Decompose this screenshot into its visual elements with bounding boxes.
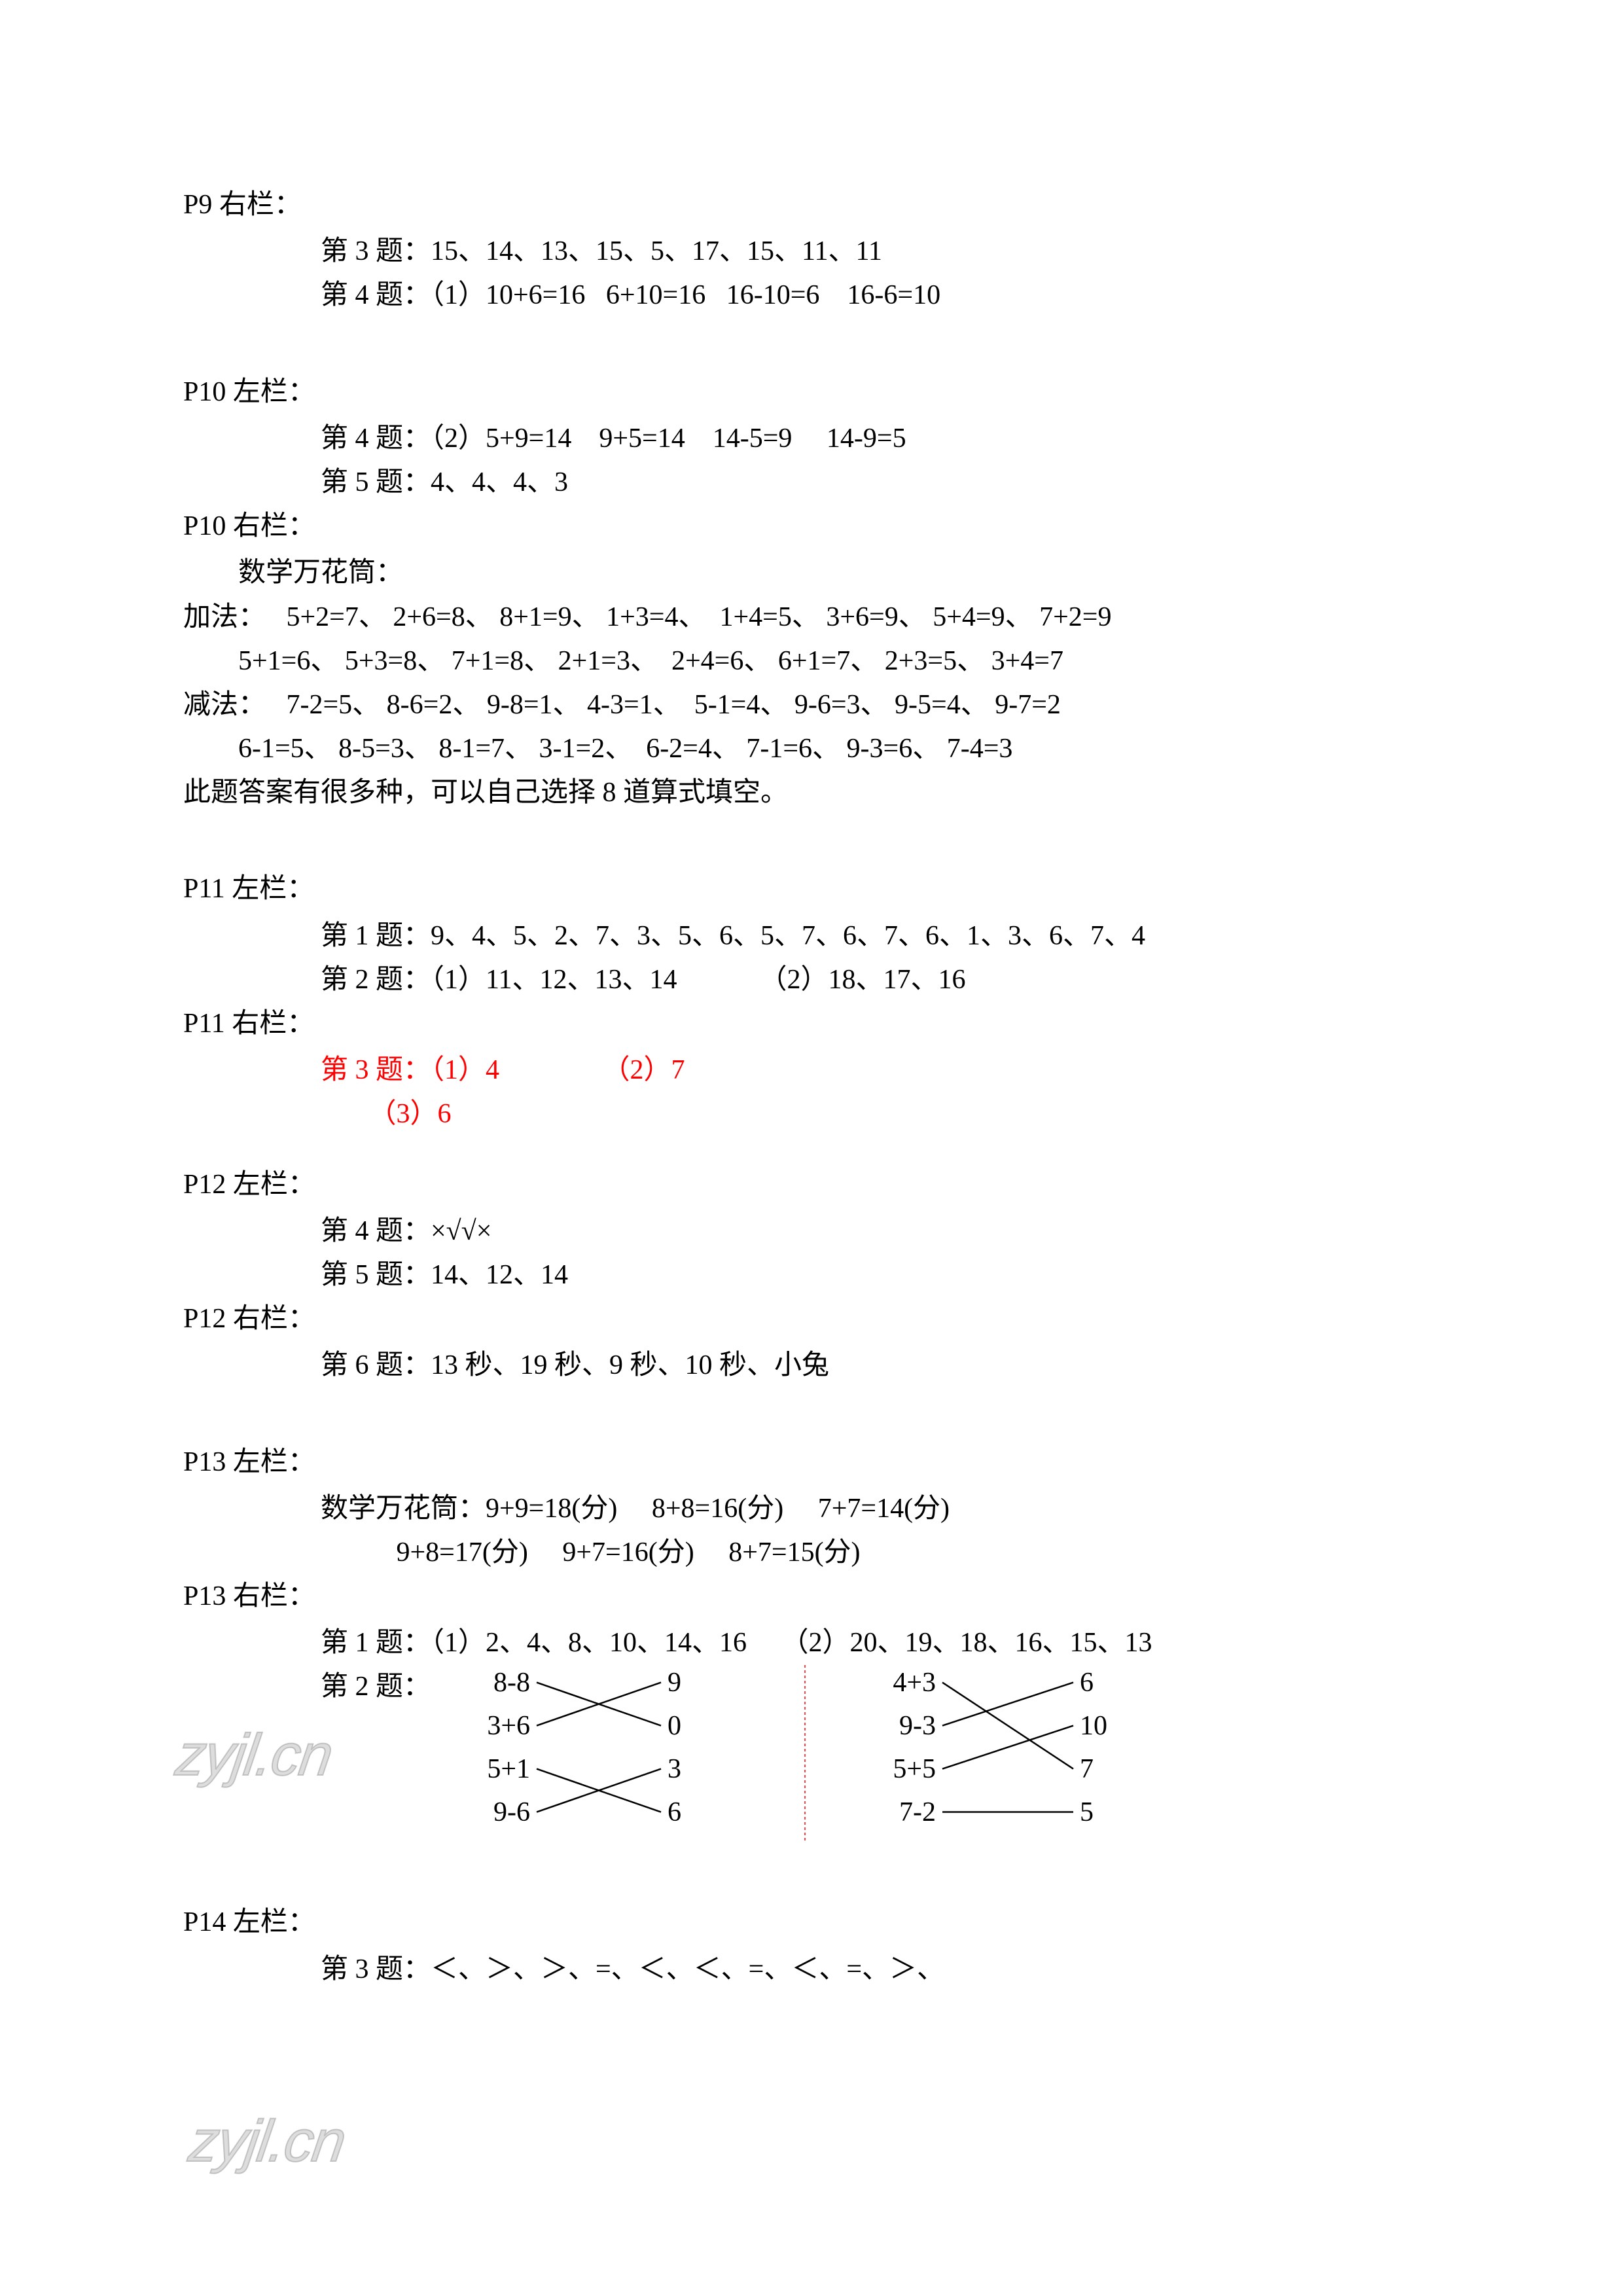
svg-text:0: 0	[668, 1711, 681, 1741]
p13r-q2-label: 第 2 题：	[321, 1665, 452, 1709]
svg-text:9: 9	[668, 1668, 681, 1698]
svg-text:7-2: 7-2	[899, 1797, 936, 1827]
p12l-q4: 第 4 题：×√√×	[183, 1210, 1440, 1253]
p11l-q2: 第 2 题：（1）11、12、13、14 （2）18、17、16	[183, 958, 1440, 1002]
p11-section: P11 左栏： 第 1 题：9、4、5、2、7、3、5、6、5、7、6、7、6、…	[183, 867, 1440, 1136]
svg-text:5+5: 5+5	[893, 1754, 936, 1784]
p12r-q6: 第 6 题：13 秒、19 秒、9 秒、10 秒、小兔	[183, 1344, 1440, 1388]
p14-section: P14 左栏： 第 3 题：＜、＞、＞、=、＜、＜、=、＜、=、＞、	[183, 1901, 1440, 1991]
p11l-q1: 第 1 题：9、4、5、2、7、3、5、6、5、7、6、7、6、1、3、6、7、…	[183, 914, 1440, 958]
svg-text:9-6: 9-6	[493, 1797, 530, 1827]
svg-text:9-3: 9-3	[899, 1711, 936, 1741]
svg-text:6: 6	[1080, 1668, 1094, 1698]
svg-text:5+1: 5+1	[487, 1754, 530, 1784]
p13r-title: P13 右栏：	[183, 1575, 1440, 1619]
p12l-title: P12 左栏：	[183, 1163, 1440, 1207]
p10r-note: 此题答案有很多种，可以自己选择 8 道算式填空。	[183, 771, 1440, 815]
p10r-sub: 数学万花筒：	[183, 551, 1440, 595]
svg-text:3+6: 3+6	[487, 1711, 530, 1741]
p11r-q3a: 第 3 题：（1）4 （2）7	[183, 1049, 1440, 1092]
svg-text:8-8: 8-8	[493, 1668, 530, 1698]
svg-text:3: 3	[668, 1754, 681, 1784]
svg-text:5: 5	[1080, 1797, 1094, 1827]
svg-text:4+3: 4+3	[893, 1668, 936, 1698]
svg-text:6: 6	[668, 1797, 681, 1827]
p12l-q5: 第 5 题：14、12、14	[183, 1253, 1440, 1297]
p10-section: P10 左栏： 第 4 题：（2）5+9=14 9+5=14 14-5=9 14…	[183, 370, 1440, 816]
p13l-title: P13 左栏：	[183, 1441, 1440, 1484]
p10r-add2: 5+1=6、 5+3=8、 7+1=8、 2+1=3、 2+4=6、 6+1=7…	[183, 639, 1440, 683]
matching-diagram: 8-8 3+6 5+1 9-6 9 0 3 6 4+3 9-3 5+5 7-2 6 10 7 5	[452, 1665, 1224, 1848]
p10r-title: P10 右栏：	[183, 505, 1440, 548]
svg-text:10: 10	[1080, 1711, 1107, 1741]
p11l-title: P11 左栏：	[183, 867, 1440, 911]
p13l-m2: 9+8=17(分) 9+7=16(分) 8+7=15(分)	[183, 1531, 1440, 1575]
p13-section: P13 左栏： 数学万花筒：9+9=18(分) 8+8=16(分) 7+7=14…	[183, 1441, 1440, 1849]
p9-right-section: P9 右栏： 第 3 题：15、14、13、15、5、17、15、11、11 第…	[183, 183, 1440, 318]
p11r-q3b: （3）6	[183, 1092, 1440, 1136]
p10l-q4: 第 4 题：（2）5+9=14 9+5=14 14-5=9 14-9=5	[183, 417, 1440, 461]
p12r-title: P12 右栏：	[183, 1297, 1440, 1341]
p11r-title: P11 右栏：	[183, 1002, 1440, 1046]
p12-section: P12 左栏： 第 4 题：×√√× 第 5 题：14、12、14 P12 右栏…	[183, 1163, 1440, 1388]
p14l-title: P14 左栏：	[183, 1901, 1440, 1945]
p10l-q5: 第 5 题：4、4、4、3	[183, 461, 1440, 505]
p14l-q3: 第 3 题：＜、＞、＞、=、＜、＜、=、＜、=、＞、	[183, 1948, 1440, 1992]
p13l-m1: 数学万花筒：9+9=18(分) 8+8=16(分) 7+7=14(分)	[183, 1487, 1440, 1531]
watermark-2: zyjl.cn	[183, 2094, 351, 2189]
watermark-1: zyjl.cn	[170, 1708, 338, 1803]
p10r-sub2: 6-1=5、 8-5=3、 8-1=7、 3-1=2、 6-2=4、 7-1=6…	[183, 727, 1440, 771]
p10l-title: P10 左栏：	[183, 370, 1440, 414]
p10r-sub1: 减法： 7-2=5、 8-6=2、 9-8=1、 4-3=1、 5-1=4、 9…	[183, 683, 1440, 727]
p13r-q2-row: 第 2 题： 8-8 3+6 5+1 9-6 9 0 3 6 4+3 9-3 5+5 7-2 6 10 7 5	[183, 1665, 1440, 1848]
p13r-q1: 第 1 题：（1）2、4、8、10、14、16 （2）20、19、18、16、1…	[183, 1621, 1440, 1665]
p9r-title: P9 右栏：	[183, 183, 1440, 227]
svg-text:7: 7	[1080, 1754, 1094, 1784]
p9r-q4: 第 4 题：（1）10+6=16 6+10=16 16-10=6 16-6=10	[183, 274, 1440, 317]
p10r-add1: 加法： 5+2=7、 2+6=8、 8+1=9、 1+3=4、 1+4=5、 3…	[183, 596, 1440, 639]
p9r-q3: 第 3 题：15、14、13、15、5、17、15、11、11	[183, 230, 1440, 274]
